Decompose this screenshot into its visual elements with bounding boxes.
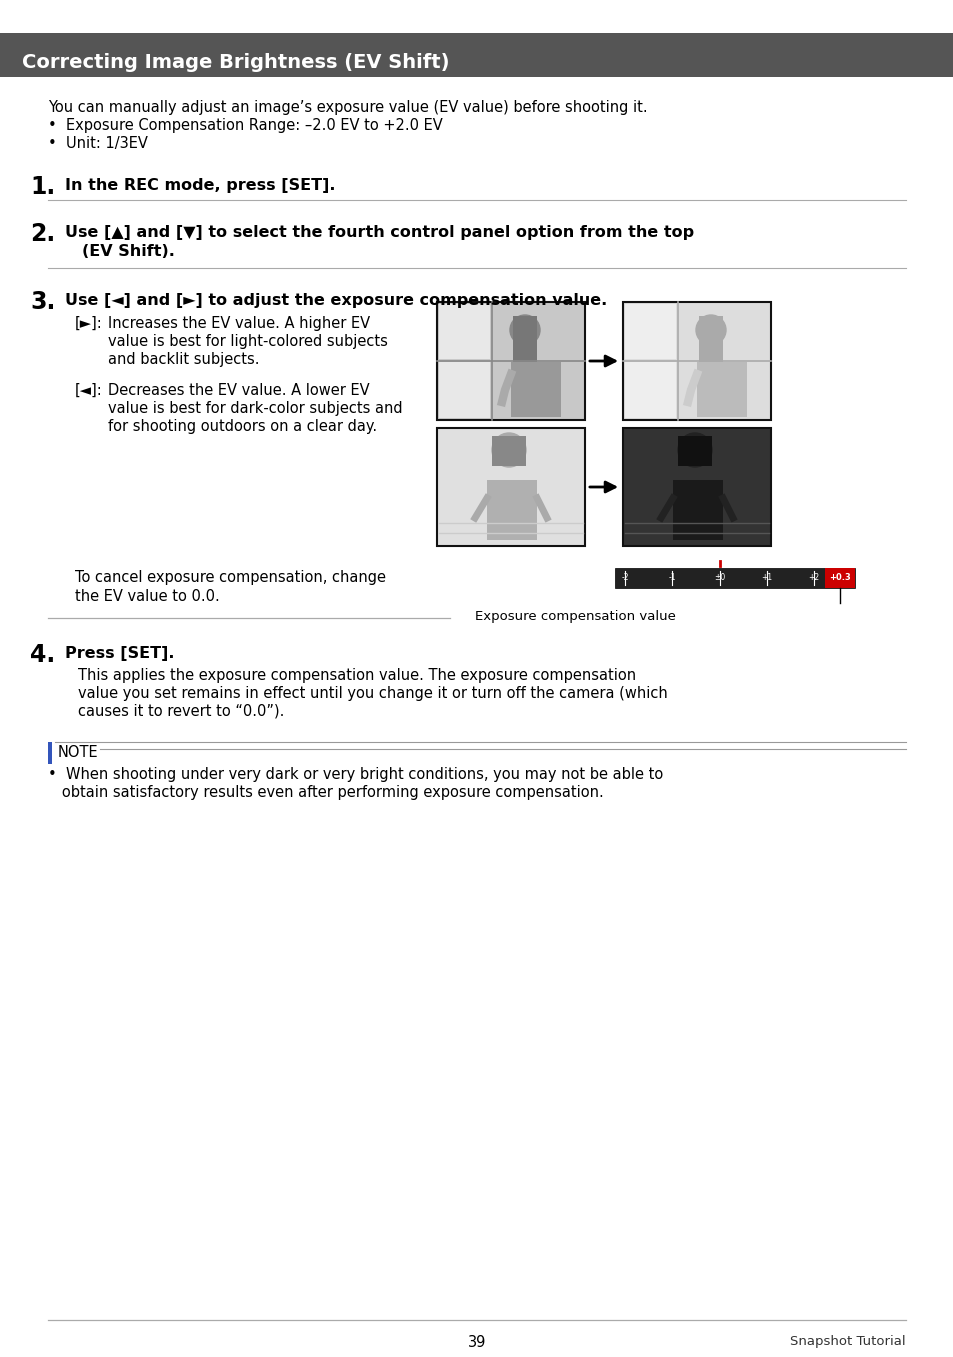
Bar xyxy=(824,569,854,588)
Text: 39: 39 xyxy=(467,1335,486,1350)
Bar xyxy=(622,303,770,421)
Bar xyxy=(624,304,676,360)
Bar xyxy=(438,304,490,360)
Text: 3.: 3. xyxy=(30,290,55,313)
Text: Snapshot Tutorial: Snapshot Tutorial xyxy=(789,1335,905,1348)
Text: and backlit subjects.: and backlit subjects. xyxy=(108,351,259,366)
Text: [►]:: [►]: xyxy=(75,316,103,331)
Text: for shooting outdoors on a clear day.: for shooting outdoors on a clear day. xyxy=(108,419,376,434)
Text: (EV Shift).: (EV Shift). xyxy=(82,244,174,259)
Bar xyxy=(511,362,560,417)
Text: •  When shooting under very dark or very bright conditions, you may not be able : • When shooting under very dark or very … xyxy=(48,767,662,782)
Text: -2: -2 xyxy=(620,574,628,582)
Bar xyxy=(48,742,52,764)
Text: value you set remains in effect until you change it or turn off the camera (whic: value you set remains in effect until yo… xyxy=(78,687,667,702)
Bar xyxy=(678,436,711,465)
Text: Increases the EV value. A higher EV: Increases the EV value. A higher EV xyxy=(108,316,370,331)
Bar xyxy=(697,362,746,417)
Text: •  Unit: 1/3EV: • Unit: 1/3EV xyxy=(48,136,148,151)
Text: value is best for dark-color subjects and: value is best for dark-color subjects an… xyxy=(108,402,402,417)
Circle shape xyxy=(678,433,711,467)
Text: +2: +2 xyxy=(807,574,819,582)
Text: value is best for light-colored subjects: value is best for light-colored subjects xyxy=(108,334,388,349)
Bar xyxy=(486,480,537,540)
Bar xyxy=(672,480,722,540)
Text: Decreases the EV value. A lower EV: Decreases the EV value. A lower EV xyxy=(108,383,369,398)
Text: Use [▲] and [▼] to select the fourth control panel option from the top: Use [▲] and [▼] to select the fourth con… xyxy=(65,225,694,240)
Text: 4.: 4. xyxy=(30,643,55,668)
Text: In the REC mode, press [SET].: In the REC mode, press [SET]. xyxy=(65,178,335,193)
Text: causes it to revert to “0.0”).: causes it to revert to “0.0”). xyxy=(78,704,284,719)
Circle shape xyxy=(510,315,539,345)
Text: +0.3: +0.3 xyxy=(828,574,850,582)
Text: NOTE: NOTE xyxy=(58,745,98,760)
Circle shape xyxy=(492,433,525,467)
Bar xyxy=(436,303,584,421)
Text: obtain satisfactory results even after performing exposure compensation.: obtain satisfactory results even after p… xyxy=(48,784,603,801)
Text: •  Exposure Compensation Range: –2.0 EV to +2.0 EV: • Exposure Compensation Range: –2.0 EV t… xyxy=(48,118,442,133)
Bar xyxy=(699,316,722,370)
Bar xyxy=(624,362,676,418)
Text: Exposure compensation value: Exposure compensation value xyxy=(475,611,675,623)
Text: Press [SET].: Press [SET]. xyxy=(65,646,174,661)
Bar xyxy=(438,362,490,418)
Text: Correcting Image Brightness (EV Shift): Correcting Image Brightness (EV Shift) xyxy=(22,53,449,72)
Bar xyxy=(492,436,525,465)
Text: 2.: 2. xyxy=(30,223,55,246)
Text: the EV value to 0.0.: the EV value to 0.0. xyxy=(75,589,219,604)
Text: You can manually adjust an image’s exposure value (EV value) before shooting it.: You can manually adjust an image’s expos… xyxy=(48,100,647,115)
Text: -1: -1 xyxy=(667,574,675,582)
Bar xyxy=(0,33,953,77)
Text: 1.: 1. xyxy=(30,175,55,199)
Bar xyxy=(513,316,537,370)
Text: This applies the exposure compensation value. The exposure compensation: This applies the exposure compensation v… xyxy=(78,668,636,683)
Bar xyxy=(436,427,584,546)
Text: [◄]:: [◄]: xyxy=(75,383,103,398)
Text: +1: +1 xyxy=(760,574,772,582)
Text: To cancel exposure compensation, change: To cancel exposure compensation, change xyxy=(75,570,386,585)
Bar xyxy=(615,569,854,588)
Circle shape xyxy=(696,315,725,345)
Text: ±0: ±0 xyxy=(714,574,725,582)
Text: Use [◄] and [►] to adjust the exposure compensation value.: Use [◄] and [►] to adjust the exposure c… xyxy=(65,293,607,308)
Bar xyxy=(622,427,770,546)
